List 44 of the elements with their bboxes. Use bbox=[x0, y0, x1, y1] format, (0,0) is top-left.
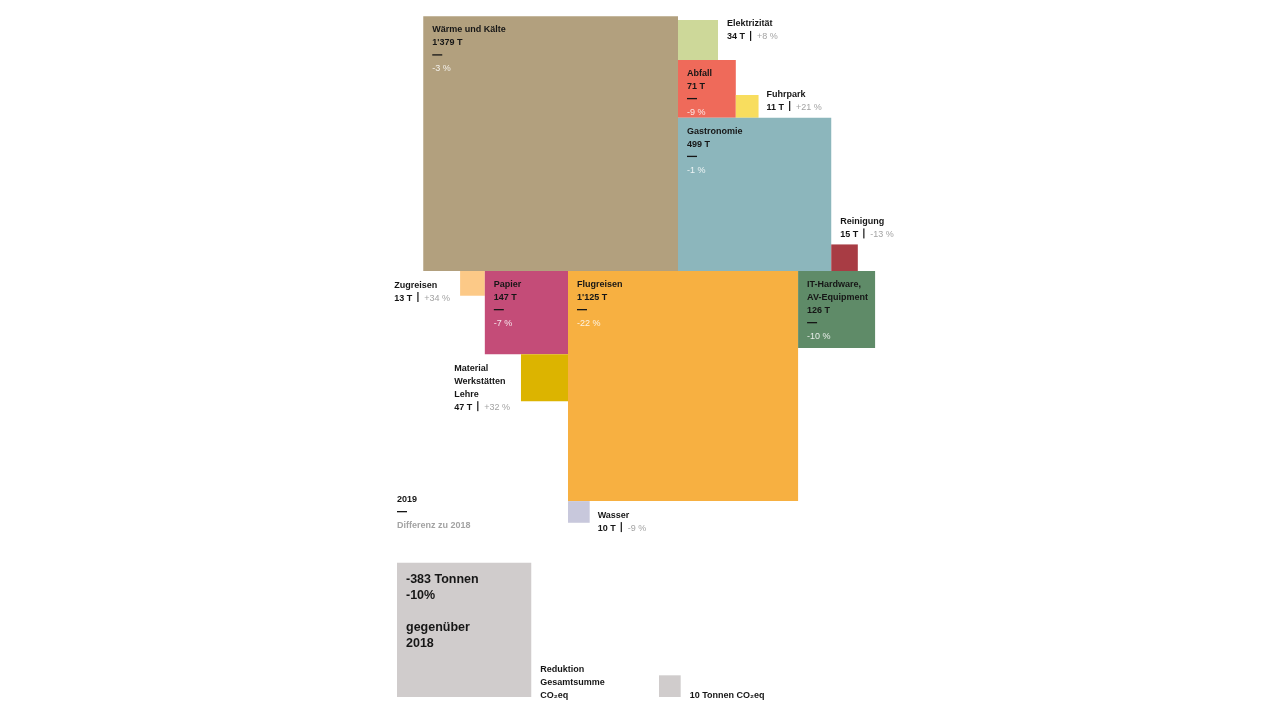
data-label: -10% bbox=[406, 587, 436, 602]
data-label: +21 % bbox=[796, 101, 822, 112]
category-label: CO₂eq bbox=[736, 689, 765, 700]
text: gegenüber 2018 bbox=[406, 619, 471, 650]
data-label: 126 T bbox=[807, 305, 831, 315]
data-label: 15 T bbox=[840, 228, 859, 239]
category-label: Wärme und Kälte bbox=[432, 24, 506, 35]
data-label: 147 T bbox=[493, 292, 518, 302]
data-label: +32 % bbox=[484, 401, 510, 412]
category-label: Reinigung bbox=[840, 215, 885, 226]
category-label: Abfall bbox=[687, 67, 713, 78]
category-label: Fuhrpark bbox=[766, 88, 807, 99]
category-label: Elektrizität bbox=[727, 18, 773, 29]
data-label: 34 T bbox=[727, 31, 746, 42]
data-label: -383 Tonnen bbox=[406, 571, 479, 586]
data-label: -7 % bbox=[493, 318, 513, 328]
legend-label: Differenz zu 2018 bbox=[397, 519, 471, 530]
data-label: 71 T bbox=[687, 80, 706, 91]
category-label: Material Werkstätten Lehre bbox=[454, 362, 506, 399]
category-label: Zugreisen bbox=[394, 279, 438, 290]
data-label: 10 T bbox=[597, 522, 617, 533]
data-label: -1 % bbox=[687, 164, 706, 175]
data-label: -9 % bbox=[627, 522, 647, 533]
data-label: +8 % bbox=[757, 31, 778, 42]
data-label: -10 % bbox=[807, 331, 831, 341]
category-label: Gastronomie bbox=[687, 125, 743, 136]
data-label: 47 T bbox=[454, 401, 473, 412]
category-label: IT-Hardware, AV-Equipment bbox=[807, 279, 868, 302]
data-label: 10 Tonnen bbox=[689, 689, 735, 700]
data-label: +34 % bbox=[424, 292, 451, 303]
category-label: Wasser bbox=[597, 509, 630, 520]
category-label: Papier bbox=[493, 279, 522, 289]
text: 2019 bbox=[397, 493, 418, 504]
data-label: -9 % bbox=[687, 106, 706, 117]
category-label: Reduktion Gesamtsumme CO₂eq bbox=[540, 663, 605, 700]
data-label: 499 T bbox=[687, 138, 711, 149]
data-label: -22 % bbox=[577, 318, 601, 328]
data-label: -13 % bbox=[870, 228, 894, 239]
data-label: -3 % bbox=[432, 63, 451, 74]
data-label: 1'125 T bbox=[577, 292, 608, 302]
data-label: 1'379 T bbox=[432, 37, 463, 48]
data-label: 13 T bbox=[394, 292, 413, 303]
category-label: Flugreisen bbox=[577, 279, 623, 289]
data-label: 11 T bbox=[766, 101, 785, 112]
